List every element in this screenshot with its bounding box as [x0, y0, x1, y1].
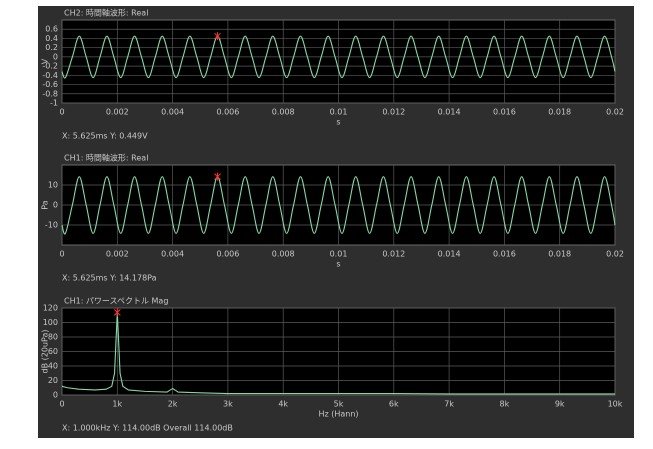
y-tick-label: 20 — [48, 376, 58, 385]
y-tick-label: 100 — [43, 318, 58, 327]
readout: X: 1.000kHz Y: 114.00dB Overall 114.00dB — [62, 424, 233, 433]
x-tick-label: 0.02 — [606, 108, 624, 117]
cursor-marker — [214, 32, 221, 41]
chart-title: CH1: パワースペクトル Mag — [64, 297, 168, 306]
y-tick-label: -0.8 — [42, 89, 58, 98]
chart-title: CH2: 時間軸波形: Real — [64, 8, 148, 18]
x-tick-label: 8k — [500, 400, 510, 409]
x-tick-label: 0.002 — [106, 250, 129, 259]
trace — [61, 312, 615, 395]
y-tick-label: 0 — [53, 391, 58, 400]
readout: X: 5.625ms Y: 14.178Pa — [62, 274, 157, 283]
x-tick-label: 0.012 — [382, 108, 405, 117]
y-tick-label: -0.6 — [42, 80, 58, 89]
x-tick-label: 0.014 — [438, 108, 461, 117]
x-tick-label: 2k — [168, 400, 178, 409]
y-tick-label: -10 — [45, 221, 58, 230]
x-tick-label: 0 — [59, 250, 64, 259]
y-tick-label: -1 — [50, 99, 58, 108]
x-axis-label: Hz (Hann) — [318, 410, 358, 419]
x-axis-label: s — [336, 260, 340, 269]
x-tick-label: 7k — [444, 400, 454, 409]
x-tick-label: 0.006 — [216, 250, 239, 259]
y-axis-label: Pa — [41, 200, 50, 209]
x-tick-label: 0.016 — [493, 250, 516, 259]
x-tick-label: 9k — [555, 400, 565, 409]
x-tick-label: 0.004 — [161, 250, 184, 259]
y-tick-label: 80 — [48, 333, 58, 342]
x-axis-label: s — [336, 118, 340, 127]
x-tick-label: 0.014 — [438, 250, 461, 259]
y-tick-label: -0.4 — [42, 71, 58, 80]
y-tick-label: 120 — [43, 304, 58, 313]
x-tick-label: 0.004 — [161, 108, 184, 117]
x-tick-label: 0.002 — [106, 108, 129, 117]
y-tick-label: 0.4 — [45, 34, 58, 43]
cursor-marker — [214, 172, 221, 181]
y-tick-label: 60 — [48, 347, 58, 356]
x-tick-label: 0.012 — [382, 250, 405, 259]
y-tick-label: 10 — [48, 181, 58, 190]
x-tick-label: 3k — [223, 400, 233, 409]
x-tick-label: 10k — [608, 400, 623, 409]
y-axis-label: V — [41, 58, 50, 64]
y-tick-label: 0 — [53, 201, 58, 210]
x-tick-label: 0.018 — [548, 250, 571, 259]
x-tick-label: 0.02 — [606, 250, 624, 259]
x-tick-label: 0.016 — [493, 108, 516, 117]
y-axis-label: dB (20uPa) — [41, 330, 50, 374]
x-tick-label: 4k — [278, 400, 288, 409]
x-tick-label: 0.008 — [272, 108, 295, 117]
trace — [61, 176, 616, 235]
trace — [61, 35, 616, 79]
y-tick-label: -0.2 — [42, 62, 58, 71]
cursor-marker — [113, 308, 121, 317]
x-tick-label: 0.01 — [330, 250, 348, 259]
x-tick-label: 0.018 — [548, 108, 571, 117]
y-tick-label: 40 — [48, 362, 58, 371]
x-tick-label: 0.008 — [272, 250, 295, 259]
x-tick-label: 0.01 — [330, 108, 348, 117]
y-tick-label: 0 — [53, 52, 58, 61]
readout: X: 5.625ms Y: 0.449V — [62, 132, 148, 141]
y-tick-label: 0.6 — [45, 25, 58, 34]
x-tick-label: 1k — [112, 400, 122, 409]
y-tick-label: 0.2 — [45, 43, 58, 52]
x-tick-label: 0.006 — [216, 108, 239, 117]
x-tick-label: 0 — [59, 400, 64, 409]
chart-title: CH1: 時間軸波形: Real — [64, 153, 148, 163]
x-tick-label: 0 — [59, 108, 64, 117]
x-tick-label: 5k — [334, 400, 344, 409]
x-tick-label: 6k — [389, 400, 399, 409]
